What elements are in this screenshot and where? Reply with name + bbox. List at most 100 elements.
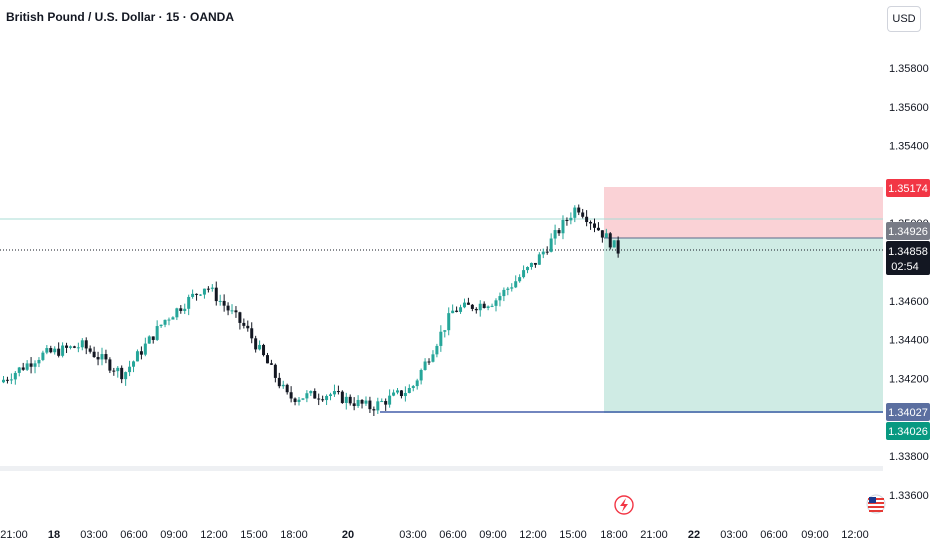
candle-body: [33, 363, 37, 367]
candles-layer: [2, 204, 620, 417]
time-tick-label: 18:00: [280, 529, 308, 541]
candle-body: [518, 277, 522, 282]
candle-body: [246, 325, 250, 329]
candle-body: [45, 348, 49, 353]
candle-body: [206, 288, 210, 290]
candle-body: [407, 388, 411, 393]
candle-body: [135, 351, 139, 362]
candle-body: [210, 287, 214, 289]
candle-body: [234, 310, 238, 313]
candle-body: [612, 240, 616, 248]
candle-body: [214, 287, 218, 302]
candle-body: [112, 370, 116, 372]
candle-body: [57, 348, 61, 356]
currency-button[interactable]: USD: [887, 6, 921, 32]
price-tick-label: 1.35800: [889, 63, 929, 75]
candle-body: [301, 398, 305, 400]
last-price-label: 1.34858: [888, 246, 928, 258]
candle-body: [332, 391, 336, 395]
candle-body: [273, 364, 277, 378]
candle-body: [431, 354, 435, 362]
candle-body: [9, 379, 13, 381]
entry-price-badge[interactable]: 1.34926: [886, 222, 930, 240]
candle-body: [277, 377, 281, 387]
candle-body: [364, 400, 368, 404]
candle-body: [553, 230, 557, 239]
support-price-label: 1.34027: [888, 407, 928, 419]
candle-body: [61, 345, 65, 356]
candle-body: [388, 395, 392, 405]
candle-body: [600, 230, 604, 238]
candle-body: [352, 403, 356, 407]
candle-body: [65, 345, 69, 348]
candle-body: [616, 240, 620, 254]
candle-body: [514, 281, 518, 288]
candle-body: [589, 222, 593, 224]
time-tick-label: 06:00: [760, 529, 788, 541]
candle-body: [293, 398, 297, 402]
candle-body: [419, 369, 423, 381]
price-tick-label: 1.34600: [889, 296, 929, 308]
time-tick-label: 22: [688, 529, 700, 541]
stop-price-badge[interactable]: 1.35174: [886, 179, 930, 197]
time-tick-label: 03:00: [80, 529, 108, 541]
candle-body: [604, 233, 608, 238]
candle-body: [285, 384, 289, 393]
candle-body: [569, 217, 573, 221]
target-price-badge[interactable]: 1.34026: [886, 422, 930, 440]
candle-body: [376, 401, 380, 411]
candle-body: [5, 379, 9, 381]
take-profit-zone[interactable]: [604, 238, 883, 413]
candle-body: [218, 300, 222, 302]
candle-body: [100, 354, 104, 360]
time-tick-label: 03:00: [720, 529, 748, 541]
time-tick-label: 09:00: [160, 529, 188, 541]
candle-body: [565, 220, 569, 222]
candle-body: [305, 393, 309, 399]
candle-body: [281, 384, 285, 387]
flash-icon[interactable]: [614, 495, 634, 515]
candle-body: [104, 354, 108, 360]
candle-body: [159, 324, 163, 327]
candle-body: [557, 230, 561, 234]
time-tick-label: 03:00: [399, 529, 427, 541]
candle-body: [537, 254, 541, 265]
us-flag-icon[interactable]: [866, 494, 886, 514]
last-price-badge[interactable]: 1.34858 02:54: [886, 241, 930, 275]
candle-body: [593, 223, 596, 228]
candle-body: [356, 399, 360, 407]
time-tick-label: 20: [342, 529, 354, 541]
candle-body: [577, 207, 581, 213]
chart-title: British Pound / U.S. Dollar · 15 · OANDA: [6, 10, 235, 24]
support-price-badge[interactable]: 1.34027: [886, 403, 930, 421]
candle-body: [230, 310, 234, 312]
candle-body: [120, 367, 124, 380]
candle-body: [175, 308, 179, 318]
candle-body: [451, 310, 455, 314]
candle-body: [143, 343, 147, 355]
price-tick-label: 1.33600: [889, 490, 929, 502]
candle-body: [510, 287, 514, 289]
candle-body: [167, 319, 171, 321]
candle-body: [325, 395, 329, 401]
candle-body: [72, 346, 76, 348]
candle-body: [191, 293, 195, 297]
candle-body: [541, 251, 545, 255]
candle-body: [37, 359, 41, 364]
stop-price-label: 1.35174: [888, 183, 928, 195]
candle-body: [561, 220, 565, 234]
candle-body: [596, 227, 600, 231]
candle-body: [529, 262, 533, 268]
candle-body: [435, 345, 439, 355]
candle-body: [466, 302, 470, 305]
time-axis[interactable]: 21:00 18 03:00 06:00 09:00 12:00 15:00 18:00 20 0…: [0, 529, 869, 541]
candle-body: [482, 303, 486, 308]
candle-body: [88, 348, 92, 352]
stop-loss-zone[interactable]: [604, 187, 883, 238]
candle-body: [250, 328, 254, 339]
candle-body: [526, 267, 530, 271]
candle-body: [151, 336, 155, 340]
candle-body: [139, 351, 143, 355]
candle-body: [392, 392, 396, 396]
